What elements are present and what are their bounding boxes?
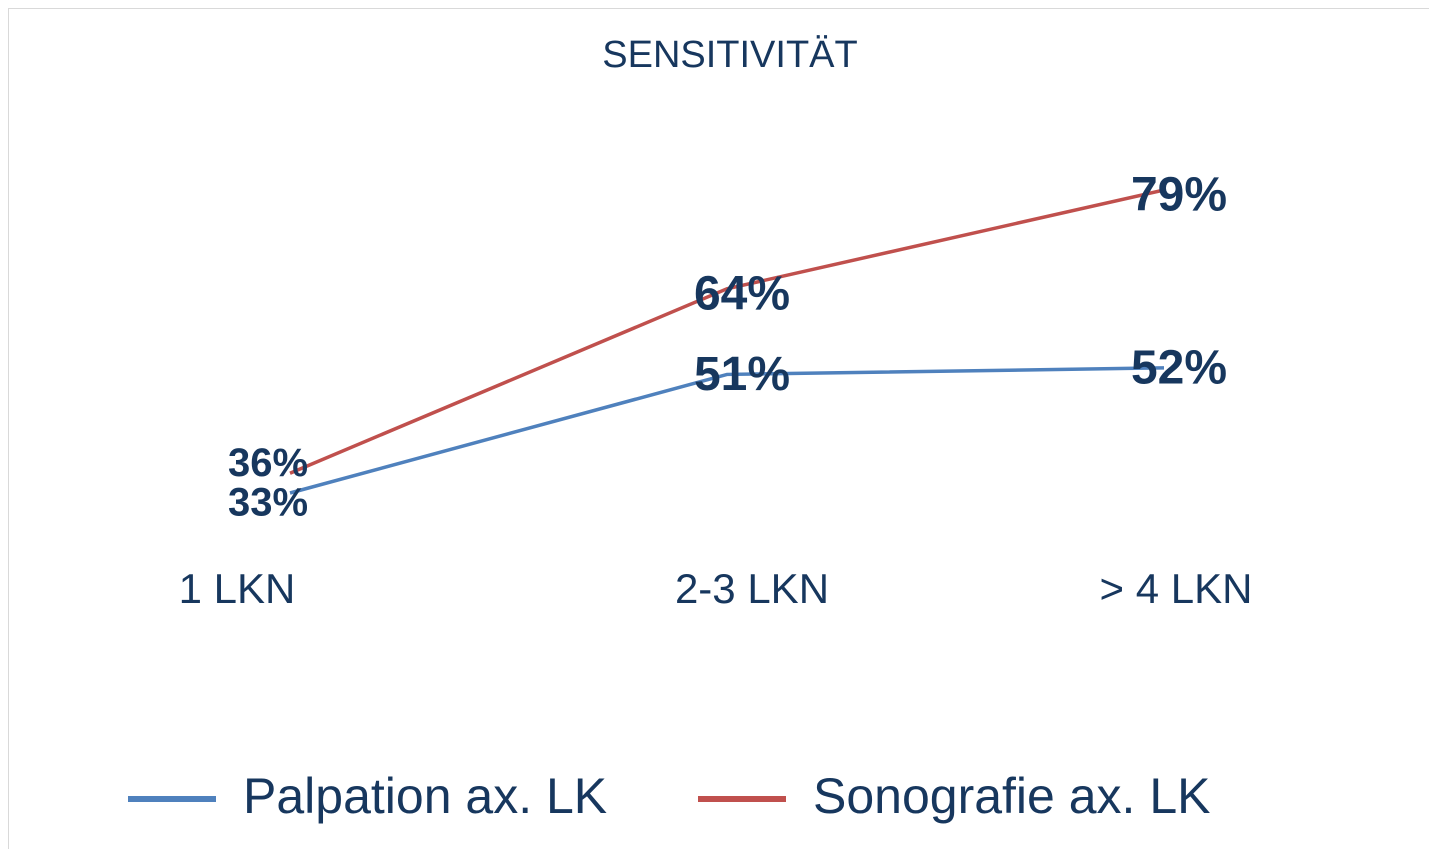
series-line [289, 188, 1165, 475]
data-label: 52% [1131, 342, 1227, 395]
data-label: 79% [1131, 169, 1227, 222]
series-line [289, 366, 1165, 495]
legend-label: Palpation ax. LK [243, 768, 607, 824]
data-label: 51% [694, 348, 790, 401]
chart-border [8, 8, 1429, 849]
data-label: 33% [228, 481, 308, 525]
chart-title: SENSITIVITÄT [602, 34, 857, 76]
x-tick-label: 1 LKN [179, 565, 296, 612]
data-label: 36% [228, 441, 308, 485]
legend-label: Sonografie ax. LK [813, 768, 1211, 824]
data-label: 64% [694, 267, 790, 320]
x-tick-label: 2-3 LKN [675, 565, 829, 612]
x-tick-label: > 4 LKN [1100, 565, 1253, 612]
